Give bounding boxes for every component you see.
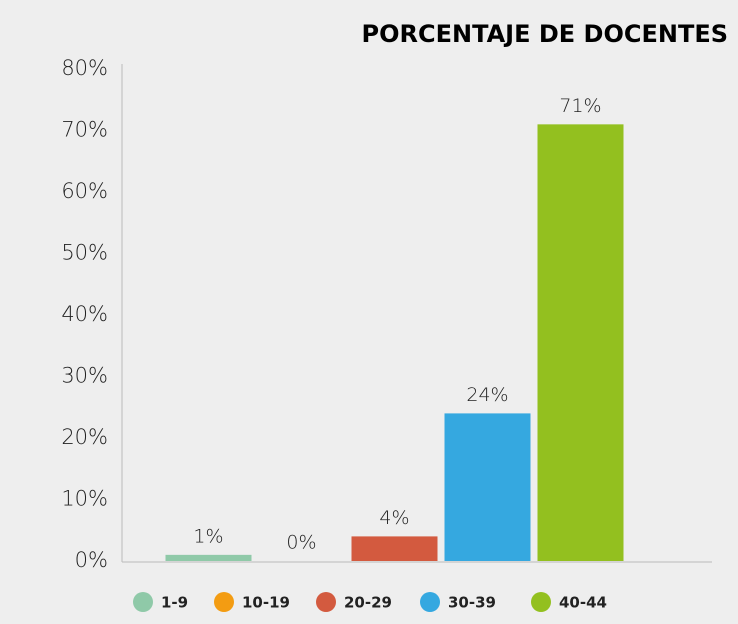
legend-label: 1-9 xyxy=(161,594,188,612)
y-tick-label: 60% xyxy=(61,179,108,203)
value-label: 71% xyxy=(559,95,601,117)
bar xyxy=(537,124,624,561)
value-label: 24% xyxy=(466,384,508,406)
value-label: 0% xyxy=(286,532,316,554)
bar xyxy=(165,554,252,561)
y-tick-label: 40% xyxy=(61,302,108,326)
bar xyxy=(351,536,438,561)
y-tick-label: 20% xyxy=(61,425,108,449)
legend-label: 30-39 xyxy=(448,594,496,612)
legend-swatch xyxy=(420,592,440,612)
value-label: 1% xyxy=(193,525,223,547)
legend-swatch xyxy=(133,592,153,612)
value-label: 4% xyxy=(379,507,409,529)
legend-label: 10-19 xyxy=(242,594,290,612)
legend-swatch xyxy=(214,592,234,612)
y-tick-label: 30% xyxy=(61,364,108,388)
legend-swatch xyxy=(531,592,551,612)
chart-title: PORCENTAJE DE DOCENTES xyxy=(362,20,728,48)
y-tick-label: 80% xyxy=(61,56,108,80)
legend-swatch xyxy=(316,592,336,612)
legend-label: 20-29 xyxy=(344,594,392,612)
legend-label: 40-44 xyxy=(559,594,607,612)
y-tick-label: 10% xyxy=(61,487,108,511)
y-tick-label: 50% xyxy=(61,241,108,265)
y-tick-label: 70% xyxy=(61,118,108,142)
bar xyxy=(444,413,531,561)
y-tick-label: 0% xyxy=(75,548,108,572)
